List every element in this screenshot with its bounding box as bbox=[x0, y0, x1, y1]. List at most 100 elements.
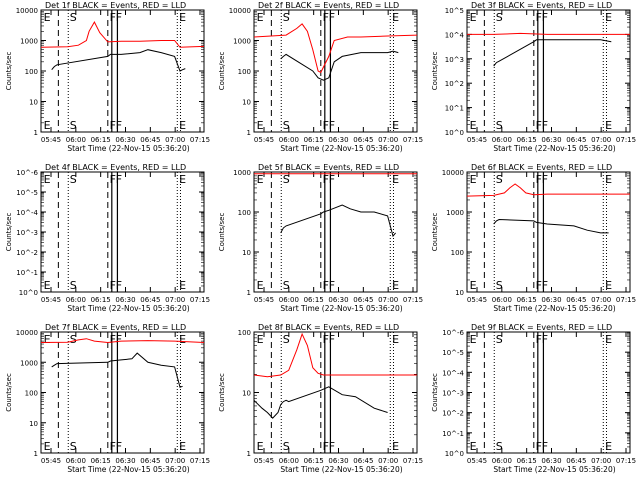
detector-panel: Det 9f BLACK = Events, RED = LLD 10^0 10^-… bbox=[431, 323, 636, 474]
y-axis-label: Counts/sec bbox=[218, 373, 226, 412]
y-tick-label: 100 bbox=[25, 390, 38, 398]
event-marker: F bbox=[329, 119, 335, 132]
lld-series-line bbox=[466, 183, 630, 197]
x-tick-label: 06:45 bbox=[353, 296, 373, 304]
event-marker: E bbox=[44, 11, 51, 24]
y-tick-label: 10^1 bbox=[445, 105, 464, 113]
y-tick-label: 10^-5 bbox=[442, 349, 464, 357]
plot-frame bbox=[466, 331, 631, 454]
event-marker: E bbox=[470, 173, 477, 186]
x-axis-label: Start Time (22-Nov-15 05:36:20) bbox=[493, 465, 615, 474]
event-marker: E bbox=[470, 333, 477, 346]
event-marker: S bbox=[283, 11, 290, 24]
detector-panel: Det 7f BLACK = Events, RED = LLD 1 10 100 10… bbox=[5, 323, 210, 474]
y-axis-label: Counts/sec bbox=[431, 52, 439, 91]
event-marker: E bbox=[179, 119, 186, 132]
events-series-line bbox=[280, 50, 399, 81]
event-marker: F bbox=[329, 440, 335, 453]
y-tick-label: 100 bbox=[238, 209, 251, 217]
event-marker: S bbox=[283, 173, 290, 186]
x-tick-label: 06:45 bbox=[140, 136, 160, 144]
x-tick-label: 07:15 bbox=[616, 136, 636, 144]
event-marker: F bbox=[116, 440, 122, 453]
panel-title: Det 4f BLACK = Events, RED = LLD bbox=[45, 163, 186, 172]
detector-panel: Det 6f BLACK = Events, RED = LLD 10 100 100… bbox=[431, 163, 636, 313]
y-axis-label: Counts/sec bbox=[5, 373, 13, 412]
x-tick-label: 05:45 bbox=[467, 296, 487, 304]
x-tick-label: 05:45 bbox=[41, 136, 61, 144]
x-tick-label: 06:00 bbox=[492, 136, 512, 144]
event-marker: F bbox=[536, 11, 542, 24]
events-series-line bbox=[51, 352, 183, 388]
event-marker: S bbox=[283, 440, 290, 453]
event-marker: E bbox=[44, 440, 51, 453]
lld-series-line bbox=[253, 23, 418, 74]
event-marker: E bbox=[257, 333, 264, 346]
event-marker: E bbox=[257, 440, 264, 453]
event-marker: F bbox=[536, 440, 542, 453]
x-tick-label: 06:30 bbox=[328, 296, 348, 304]
x-tick-label: 06:30 bbox=[328, 136, 348, 144]
x-tick-label: 07:00 bbox=[378, 136, 398, 144]
plot-frame bbox=[253, 331, 418, 454]
event-marker: E bbox=[44, 333, 51, 346]
event-marker: E bbox=[392, 333, 399, 346]
event-marker: F bbox=[329, 279, 335, 292]
panel-title: Det 8f BLACK = Events, RED = LLD bbox=[258, 323, 399, 332]
x-tick-label: 06:30 bbox=[115, 296, 135, 304]
event-marker: F bbox=[536, 119, 542, 132]
x-tick-label: 06:15 bbox=[91, 136, 111, 144]
plot-frame bbox=[253, 9, 418, 133]
x-tick-label: 07:15 bbox=[616, 457, 636, 465]
event-marker: E bbox=[44, 279, 51, 292]
lld-series-line bbox=[40, 21, 205, 48]
x-axis-label: Start Time (22-Nov-15 05:36:20) bbox=[67, 144, 189, 153]
event-marker: E bbox=[605, 333, 612, 346]
y-tick-label: 10^-2 bbox=[16, 249, 38, 257]
x-tick-label: 06:15 bbox=[91, 457, 111, 465]
event-marker: E bbox=[257, 119, 264, 132]
y-tick-label: 1 bbox=[247, 450, 251, 458]
y-tick-label: 10^0 bbox=[445, 450, 464, 458]
event-marker: S bbox=[496, 333, 503, 346]
x-tick-label: 06:00 bbox=[279, 296, 299, 304]
y-tick-label: 100 bbox=[25, 68, 38, 76]
x-tick-label: 06:15 bbox=[517, 136, 537, 144]
event-marker: F bbox=[323, 440, 329, 453]
panel-title: Det 9f BLACK = Events, RED = LLD bbox=[471, 323, 612, 332]
y-tick-label: 10^5 bbox=[445, 7, 464, 15]
y-tick-label: 1000 bbox=[446, 209, 464, 217]
events-series-line bbox=[51, 49, 186, 72]
y-tick-label: 10 bbox=[29, 99, 38, 107]
y-axis-label: Counts/sec bbox=[5, 213, 13, 252]
detector-panel: Det 2f BLACK = Events, RED = LLD 1 10 100 10… bbox=[218, 1, 423, 153]
event-marker: F bbox=[110, 333, 116, 346]
y-tick-label: 10^-3 bbox=[16, 229, 38, 237]
x-axis-label: Start Time (22-Nov-15 05:36:20) bbox=[493, 144, 615, 153]
event-marker: F bbox=[110, 173, 116, 186]
x-tick-label: 06:30 bbox=[328, 457, 348, 465]
x-tick-label: 07:15 bbox=[403, 296, 423, 304]
event-marker: F bbox=[542, 440, 548, 453]
plot-frame bbox=[40, 171, 205, 293]
event-marker: F bbox=[329, 173, 335, 186]
x-tick-label: 05:45 bbox=[467, 457, 487, 465]
y-tick-label: 10^-6 bbox=[16, 169, 38, 177]
x-tick-label: 06:45 bbox=[566, 136, 586, 144]
plot-frame bbox=[253, 171, 418, 293]
event-marker: E bbox=[470, 440, 477, 453]
y-tick-label: 10^-1 bbox=[16, 269, 38, 277]
x-tick-label: 06:00 bbox=[492, 296, 512, 304]
event-marker: F bbox=[329, 333, 335, 346]
event-marker: S bbox=[70, 119, 77, 132]
event-marker: E bbox=[392, 440, 399, 453]
event-marker: E bbox=[605, 440, 612, 453]
event-marker: E bbox=[179, 173, 186, 186]
panel-title: Det 1f BLACK = Events, RED = LLD bbox=[45, 1, 186, 10]
event-marker: E bbox=[470, 279, 477, 292]
y-tick-label: 10^-4 bbox=[16, 209, 38, 217]
x-tick-label: 06:45 bbox=[353, 136, 373, 144]
y-tick-label: 10^0 bbox=[19, 289, 38, 297]
event-marker: E bbox=[179, 440, 186, 453]
